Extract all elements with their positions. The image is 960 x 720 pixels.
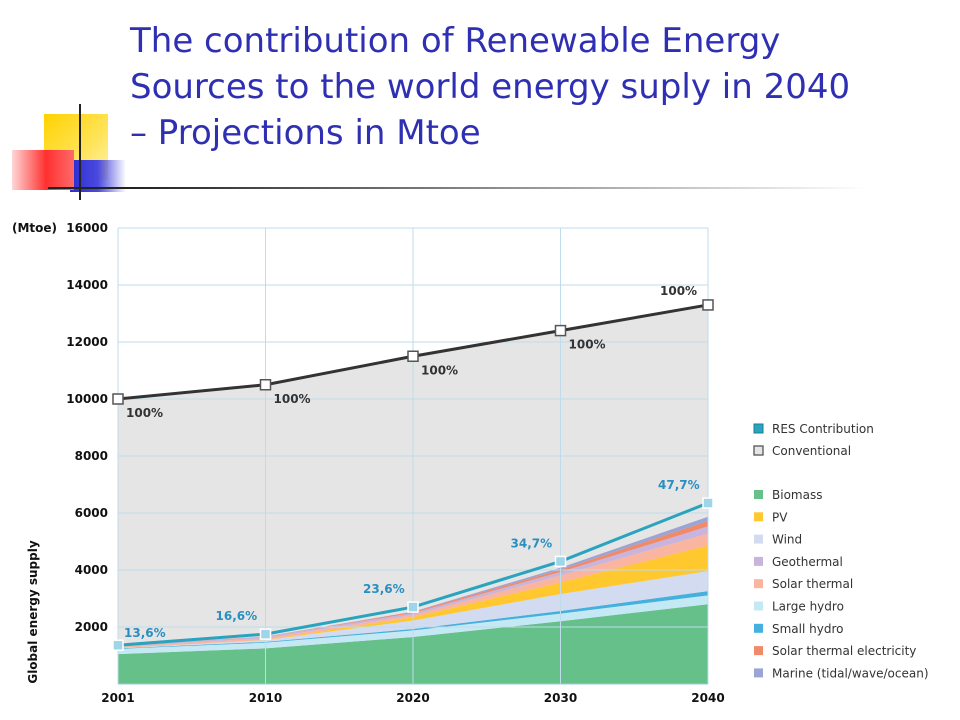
conventional-marker — [112, 393, 124, 405]
legend-swatch — [754, 579, 763, 589]
conventional-pct-label: 100% — [660, 284, 697, 298]
res-contribution-marker — [702, 497, 714, 509]
legend-swatch — [754, 668, 763, 678]
legend-label: Geothermal — [772, 555, 843, 569]
area-large-hydro — [118, 595, 708, 655]
decor-vertical-line — [79, 104, 81, 200]
legend-label: Solar thermal electricity — [772, 644, 916, 658]
legend-label: Small hydro — [772, 622, 843, 636]
legend-swatch-conventional — [753, 445, 764, 456]
res-pct-label: 23,6% — [363, 582, 405, 596]
x-tick-label: 2040 — [691, 691, 724, 705]
res-pct-label: 16,6% — [216, 609, 258, 623]
title-rule — [48, 187, 868, 189]
x-tick-label: 2020 — [396, 691, 429, 705]
legend-swatch-res — [753, 423, 764, 434]
conventional-marker — [554, 324, 567, 337]
y-tick-label: 6000 — [75, 506, 108, 520]
y-axis-title: Global energy supply — [26, 540, 40, 683]
res-contribution-marker — [554, 555, 567, 568]
conventional-marker — [702, 299, 714, 311]
legend-label: Biomass — [772, 488, 822, 502]
slide-title: The contribution of Renewable Energy Sou… — [130, 18, 930, 156]
decor-red-block — [12, 150, 74, 190]
conventional-pct-label: 100% — [569, 338, 606, 352]
legend-swatch — [754, 601, 763, 611]
legend-label: Wind — [772, 533, 802, 547]
y-tick-label: 4000 — [75, 563, 108, 577]
conventional-pct-label: 100% — [126, 406, 163, 420]
legend-swatch — [754, 556, 763, 566]
x-tick-label: 2010 — [249, 691, 282, 705]
x-tick-label: 2030 — [544, 691, 577, 705]
legend-swatch — [754, 646, 763, 656]
y-unit-label: (Mtoe) — [12, 221, 57, 235]
res-contribution-marker — [407, 601, 419, 613]
res-pct-label: 34,7% — [511, 536, 553, 550]
legend-label: Marine (tidal/wave/ocean) — [772, 666, 929, 680]
conventional-marker — [259, 379, 272, 391]
legend-swatch — [754, 623, 763, 633]
title-line-2: Sources to the world energy suply in 204… — [130, 67, 851, 107]
legend-swatch — [754, 534, 763, 544]
legend-label: PV — [772, 510, 788, 524]
res-pct-label: 13,6% — [124, 626, 166, 640]
y-tick-label: 12000 — [66, 335, 108, 349]
legend-swatch — [754, 490, 763, 499]
legend-label: RES Contribution — [772, 422, 874, 436]
conventional-marker — [407, 350, 419, 362]
legend-label: Large hydro — [772, 600, 844, 614]
res-pct-label: 47,7% — [658, 478, 700, 492]
title-line-1: The contribution of Renewable Energy — [130, 21, 781, 61]
legend-swatch — [754, 512, 763, 522]
y-tick-label: 10000 — [66, 392, 108, 406]
legend-label: Conventional — [772, 444, 851, 458]
y-tick-label: 16000 — [66, 221, 108, 235]
res-contribution-marker — [112, 639, 124, 651]
y-tick-label: 8000 — [75, 449, 108, 463]
conventional-pct-label: 100% — [421, 363, 458, 377]
y-tick-label: 14000 — [66, 278, 108, 292]
legend-label: Solar thermal — [772, 577, 853, 591]
conventional-pct-label: 100% — [274, 392, 311, 406]
title-line-3: – Projections in Mtoe — [130, 113, 481, 153]
y-tick-label: 2000 — [75, 620, 108, 634]
res-contribution-marker — [259, 628, 272, 640]
x-tick-label: 2001 — [101, 691, 134, 705]
